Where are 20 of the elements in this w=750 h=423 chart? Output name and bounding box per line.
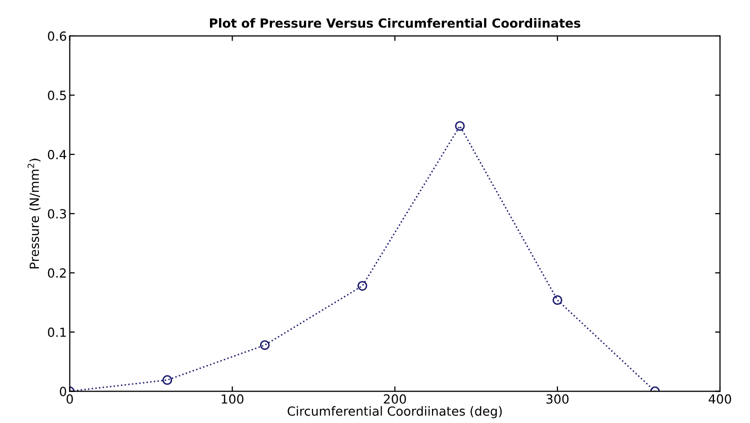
chart-title: Plot of Pressure Versus Circumferential Coordiinates [210, 18, 580, 28]
x-tick-label: 0 [66, 394, 73, 404]
y-tick-label: 0.4 [48, 150, 66, 160]
y-tick-label: 0.6 [48, 31, 66, 41]
point [162, 375, 172, 385]
y-tick-label: 0.1 [48, 328, 66, 337]
y-tick-label: 0 [60, 386, 66, 396]
x-axis-title: Circumferential Coordiinates (deg) [288, 406, 502, 418]
x-tick-label: 400 [708, 394, 732, 404]
x-tick-label: 200 [384, 394, 406, 404]
y-tick-label: 0.2 [48, 268, 66, 278]
point [260, 340, 270, 350]
point [552, 295, 562, 305]
y-tick-label: 0.5 [48, 90, 66, 100]
x-tick-label: 100 [222, 394, 244, 404]
y-axis-title: Pressure (N/mm$^{2}$) [28, 158, 40, 268]
point [358, 281, 368, 291]
x-tick-label: 300 [546, 394, 569, 404]
y-tick-label: 0.3 [48, 209, 66, 219]
point [455, 121, 465, 131]
